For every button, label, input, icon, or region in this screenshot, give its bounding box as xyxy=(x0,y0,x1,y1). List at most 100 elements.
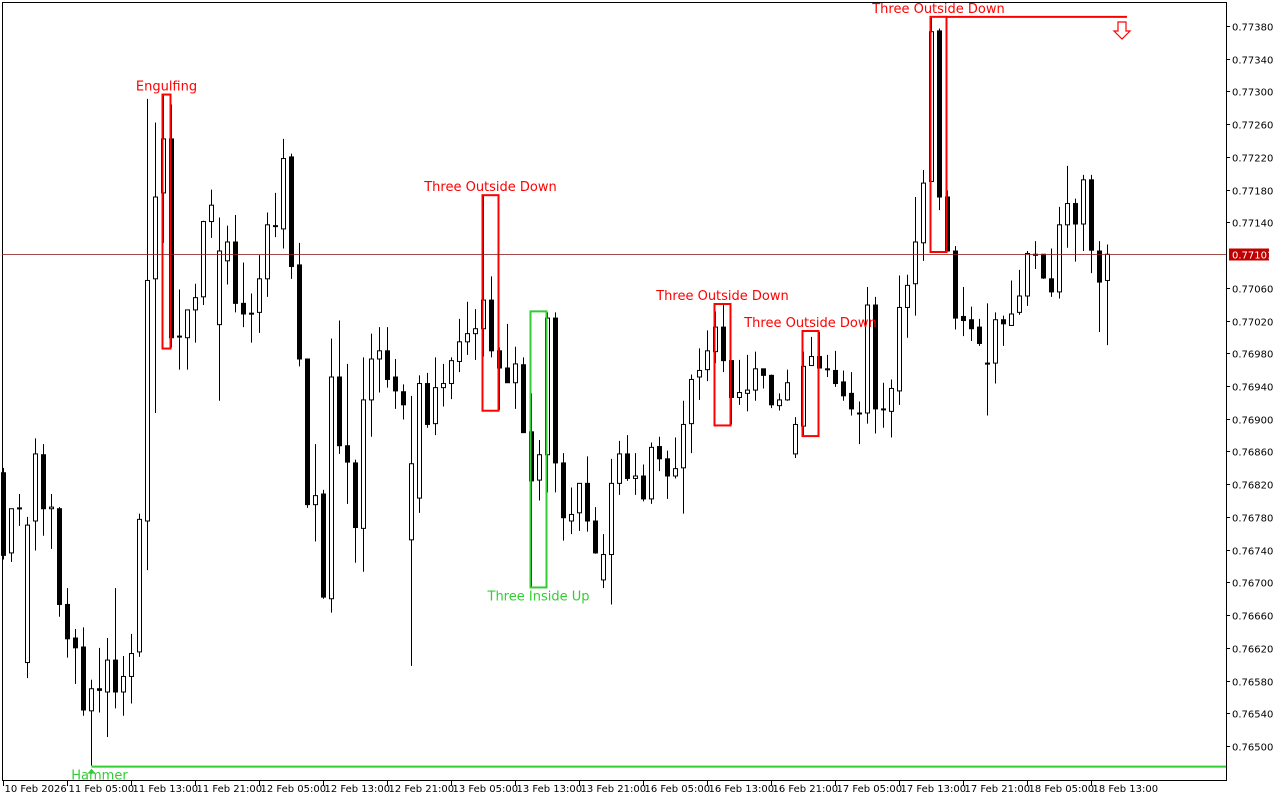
bullish-candle xyxy=(601,554,606,581)
x-tick-label: 12 Feb 13:00 xyxy=(325,784,391,795)
arrow-down-icon xyxy=(1112,21,1132,40)
x-tick-label: 17 Feb 13:00 xyxy=(901,784,967,795)
y-tick-label: 0.76620 xyxy=(1232,645,1273,656)
current-price-badge xyxy=(1229,248,1269,261)
pattern-label: Three Outside Down xyxy=(423,180,557,195)
bullish-candle xyxy=(633,475,638,479)
x-tick-label: 16 Feb 05:00 xyxy=(645,784,711,795)
y-tick-label: 0.76900 xyxy=(1232,416,1273,427)
bullish-candle xyxy=(209,204,214,223)
pattern-box xyxy=(529,310,548,589)
bearish-candle xyxy=(665,458,670,477)
y-tick-label: 0.76540 xyxy=(1232,710,1273,721)
bearish-candle xyxy=(505,367,510,384)
bearish-candle xyxy=(1001,319,1006,325)
x-tick-label: 13 Feb 05:00 xyxy=(453,784,519,795)
pattern-label: Three Outside Down xyxy=(655,289,789,304)
pattern-box xyxy=(929,15,948,254)
bullish-candle xyxy=(1081,179,1086,225)
bearish-candle xyxy=(625,453,630,479)
bullish-candle xyxy=(673,468,678,477)
bullish-candle xyxy=(49,506,54,510)
bullish-candle xyxy=(681,423,686,469)
bearish-candle xyxy=(721,326,726,362)
bullish-candle xyxy=(617,453,622,484)
bullish-candle xyxy=(177,335,182,338)
hammer-label: Hammer xyxy=(71,769,128,784)
bullish-candle xyxy=(153,196,158,280)
bearish-candle xyxy=(641,475,646,500)
bullish-candle xyxy=(889,387,894,412)
x-tick-label: 16 Feb 13:00 xyxy=(709,784,775,795)
bearish-candle xyxy=(873,304,878,410)
current-price: 0.77101 xyxy=(2,248,1273,262)
bearish-candle xyxy=(81,646,86,711)
bearish-candle xyxy=(833,369,838,385)
bearish-candle xyxy=(489,299,494,352)
bullish-candle xyxy=(745,389,750,394)
y-tick-label: 0.76780 xyxy=(1232,514,1273,525)
pattern-box xyxy=(713,303,732,427)
bearish-candle xyxy=(553,317,558,464)
bullish-candle xyxy=(809,356,814,367)
bearish-candle xyxy=(1097,250,1102,283)
bearish-candle xyxy=(297,264,302,360)
y-tick-label: 0.76700 xyxy=(1232,579,1273,590)
bullish-candle xyxy=(865,304,870,414)
y-tick-label: 0.77020 xyxy=(1232,318,1273,329)
bearish-candle xyxy=(657,446,662,460)
y-tick-label: 0.77140 xyxy=(1232,219,1273,230)
bullish-candle xyxy=(417,383,422,499)
y-tick-label: 0.77060 xyxy=(1232,285,1273,296)
x-tick-label: 16 Feb 21:00 xyxy=(773,784,839,795)
pattern-label: Three Inside Up xyxy=(487,589,590,604)
bullish-candle xyxy=(609,482,614,556)
x-tick-label: 18 Feb 05:00 xyxy=(1029,784,1095,795)
y-axis: 0.77380 0.77340 0.77300 0.77260 0.77220 0.771… xyxy=(1226,23,1273,754)
x-tick-label: 12 Feb 21:00 xyxy=(389,784,455,795)
x-tick-label: 17 Feb 05:00 xyxy=(837,784,903,795)
bullish-candle xyxy=(1017,295,1022,313)
bullish-candle xyxy=(25,524,30,664)
bearish-candle xyxy=(521,364,526,434)
pattern-box xyxy=(801,330,820,438)
bullish-candle xyxy=(201,221,206,298)
x-tick-label: 11 Feb 13:00 xyxy=(133,784,199,795)
x-tick-label: 11 Feb 05:00 xyxy=(69,784,135,795)
bullish-candle xyxy=(89,688,94,712)
bullish-candle xyxy=(921,182,926,244)
y-tick-label: 0.77260 xyxy=(1232,121,1273,132)
bullish-candle xyxy=(697,369,702,378)
bullish-candle xyxy=(465,333,470,343)
bearish-candle xyxy=(233,241,238,304)
pattern-label: Three Outside Down xyxy=(743,316,877,331)
bullish-candle xyxy=(193,297,198,311)
bullish-candle xyxy=(281,158,286,230)
bearish-candle xyxy=(585,482,590,522)
bullish-candle xyxy=(905,284,910,308)
bullish-candle xyxy=(409,463,414,541)
bearish-candle xyxy=(241,302,246,315)
x-tick-label: 18 Feb 13:00 xyxy=(1093,784,1159,795)
bullish-candle xyxy=(577,482,582,514)
bearish-candle xyxy=(937,30,942,198)
bearish-candle xyxy=(561,462,566,519)
y-tick-label: 0.77380 xyxy=(1232,23,1273,34)
bullish-candle xyxy=(993,319,998,364)
x-tick-label: 17 Feb 21:00 xyxy=(965,784,1031,795)
bullish-candle xyxy=(457,341,462,362)
bullish-candle xyxy=(737,392,742,398)
pattern-box xyxy=(481,194,500,412)
bullish-candle xyxy=(1009,313,1014,326)
bearish-candle xyxy=(353,462,358,529)
bearish-candle xyxy=(113,659,118,693)
bearish-candle xyxy=(961,315,966,322)
bullish-candle xyxy=(249,312,254,315)
y-tick-label: 0.76500 xyxy=(1232,743,1273,754)
bearish-candle xyxy=(1089,179,1094,251)
y-tick-label: 0.76820 xyxy=(1232,481,1273,492)
y-tick-label: 0.77180 xyxy=(1232,187,1273,198)
bearish-candle xyxy=(1,472,6,556)
